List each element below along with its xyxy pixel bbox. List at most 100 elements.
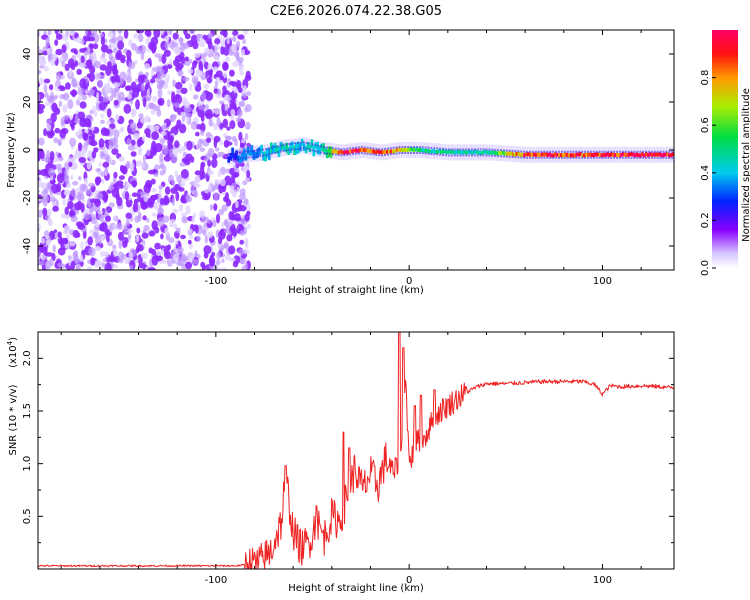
- track-shell: [447, 154, 450, 157]
- noise-blob: [198, 60, 203, 71]
- noise-blob: [126, 49, 132, 60]
- track-cell: [355, 148, 358, 153]
- track-cell: [380, 150, 383, 155]
- track-cell: [610, 152, 613, 157]
- noise-blob: [96, 246, 102, 251]
- track-shell: [491, 154, 494, 157]
- noise-blob: [219, 166, 226, 175]
- track-cell: [299, 143, 302, 152]
- noise-blob: [102, 258, 108, 263]
- noise-blob: [97, 210, 104, 215]
- noise-blob: [220, 221, 225, 228]
- track-shell: [491, 148, 494, 151]
- track-cell: [488, 150, 491, 155]
- track-shell: [517, 156, 520, 159]
- track-shell: [526, 156, 529, 159]
- noise-blob: [196, 33, 201, 42]
- track-cell: [666, 152, 669, 157]
- track-cell: [275, 145, 279, 154]
- noise-blob: [225, 254, 231, 261]
- noise-blob: [113, 129, 120, 139]
- track-cell: [511, 152, 515, 157]
- noise-blob: [220, 46, 225, 55]
- noise-blob: [60, 116, 66, 124]
- noise-blob: [110, 118, 116, 125]
- track-cell: [312, 145, 316, 157]
- track-shell: [624, 156, 627, 159]
- track-shell: [256, 155, 259, 158]
- track-shell: [244, 150, 247, 153]
- track-cell: [235, 150, 238, 161]
- track-cell: [596, 152, 600, 157]
- noise-blob: [113, 47, 118, 54]
- noise-blob: [170, 219, 176, 224]
- noise-blob: [47, 30, 52, 36]
- noise-blob: [189, 30, 195, 33]
- track-cell: [382, 150, 385, 155]
- track-cell: [368, 148, 372, 153]
- track-cell: [467, 149, 470, 154]
- noise-blob: [146, 88, 150, 98]
- track-shell: [500, 149, 502, 152]
- noise-blob: [197, 109, 205, 118]
- track-cell: [229, 153, 232, 161]
- track-cell: [318, 146, 321, 155]
- noise-blob: [230, 115, 235, 121]
- noise-blob: [124, 191, 130, 201]
- noise-blob: [55, 163, 62, 171]
- noise-blob: [131, 124, 137, 133]
- noise-blob: [112, 224, 118, 230]
- track-shell: [584, 150, 587, 153]
- noise-blob: [140, 50, 145, 61]
- track-shell: [500, 155, 502, 158]
- noise-blob: [157, 97, 165, 106]
- noise-blob: [171, 180, 176, 185]
- track-shell: [511, 156, 514, 158]
- noise-blob: [67, 201, 74, 209]
- track-shell: [294, 148, 297, 151]
- track-shell: [476, 154, 479, 157]
- track-shell: [288, 143, 291, 145]
- track-shell: [650, 156, 653, 159]
- noise-blob: [128, 251, 133, 260]
- track-shell: [581, 156, 584, 159]
- noise-blob: [91, 204, 97, 212]
- track-cell: [559, 153, 563, 158]
- noise-blob: [214, 38, 221, 45]
- noise-blob: [218, 209, 225, 216]
- noise-blob: [176, 174, 183, 183]
- noise-blob: [222, 30, 228, 38]
- noise-blob: [223, 241, 229, 250]
- y-tick-label: 2.0: [22, 350, 33, 366]
- track-shell: [572, 156, 575, 159]
- track-cell: [386, 149, 389, 154]
- noise-blob: [168, 237, 175, 244]
- track-shell: [436, 153, 439, 156]
- snr-panel: -100 0 100 0.5 1.0 1.5 2.0 Height of straight…: [6, 331, 675, 594]
- noise-blob: [239, 142, 245, 149]
- noise-blob: [136, 227, 141, 234]
- noise-blob: [221, 37, 225, 45]
- track-cell: [587, 152, 590, 157]
- noise-blob: [241, 138, 246, 144]
- noise-blob: [46, 208, 52, 217]
- track-shell: [369, 153, 372, 156]
- noise-blob: [123, 225, 128, 235]
- noise-blob: [144, 63, 151, 70]
- noise-blob: [126, 229, 133, 234]
- track-shell: [294, 142, 297, 145]
- noise-blob: [244, 237, 249, 246]
- noise-blob: [97, 79, 104, 89]
- noise-blob: [167, 64, 173, 69]
- x-tick-label: 100: [593, 276, 612, 287]
- noise-blob: [38, 227, 40, 234]
- track-cell: [389, 149, 393, 154]
- noise-blob: [116, 35, 124, 43]
- noise-blob: [130, 151, 137, 157]
- track-shell: [392, 146, 395, 149]
- noise-blob: [131, 180, 138, 188]
- noise-blob: [86, 188, 91, 196]
- noise-blob: [181, 115, 185, 123]
- track-shell: [299, 141, 302, 144]
- noise-blob: [181, 212, 188, 217]
